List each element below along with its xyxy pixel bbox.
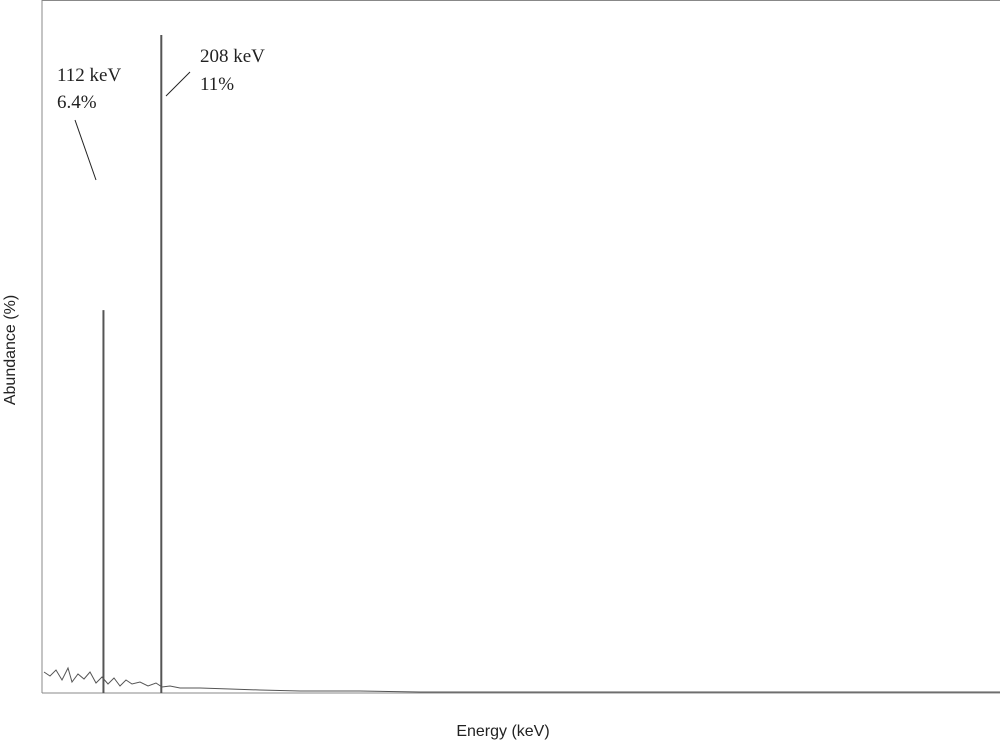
peak-energy-label: 112 keV — [57, 65, 121, 86]
y-axis-label: Abundance (%) — [2, 295, 19, 405]
peak-energy-label: 208 keV — [200, 46, 265, 67]
x-axis-label: Energy (keV) — [456, 723, 549, 740]
peak-value-label: 6.4% — [57, 92, 97, 113]
leader-lines — [74, 71, 191, 181]
plot-frame — [41, 0, 1000, 694]
peak-value-label: 11% — [200, 74, 234, 95]
background-noise — [43, 666, 1000, 693]
